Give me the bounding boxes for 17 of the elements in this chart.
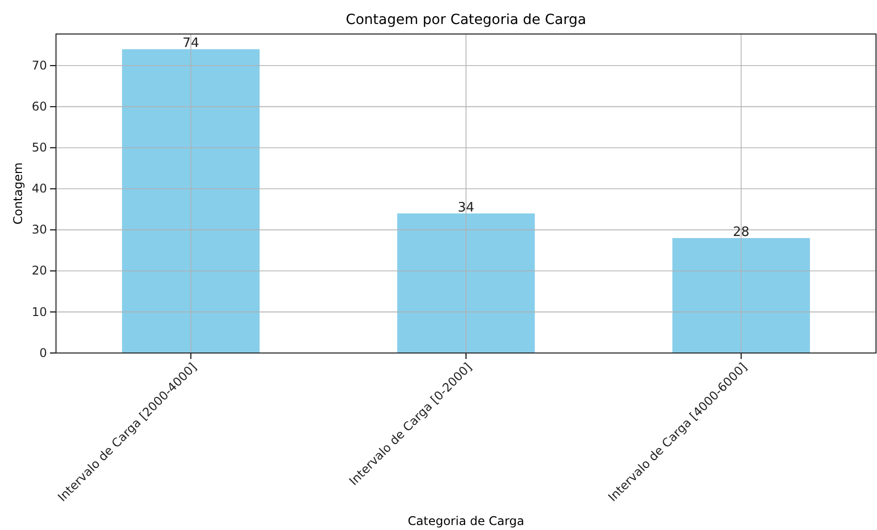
y-tick-label: 0	[39, 346, 47, 360]
bar	[122, 49, 260, 353]
y-tick-label: 40	[32, 182, 47, 196]
y-tick-label: 60	[32, 100, 47, 114]
y-tick-label: 70	[32, 58, 47, 72]
y-tick-label: 30	[32, 222, 47, 237]
bar	[397, 213, 535, 353]
data-label: 74	[182, 36, 200, 52]
data-label: 28	[732, 225, 750, 240]
y-tick-label: 50	[32, 140, 47, 155]
data-label: 34	[458, 200, 474, 216]
x-axis-title: Categoria de Carga	[408, 514, 524, 528]
y-tick-label: 20	[32, 264, 47, 278]
y-axis-title: Contagem	[11, 162, 25, 225]
chart-title: Contagem por Categoria de Carga	[346, 12, 586, 28]
y-tick-label: 10	[32, 304, 47, 319]
bar	[672, 238, 810, 353]
